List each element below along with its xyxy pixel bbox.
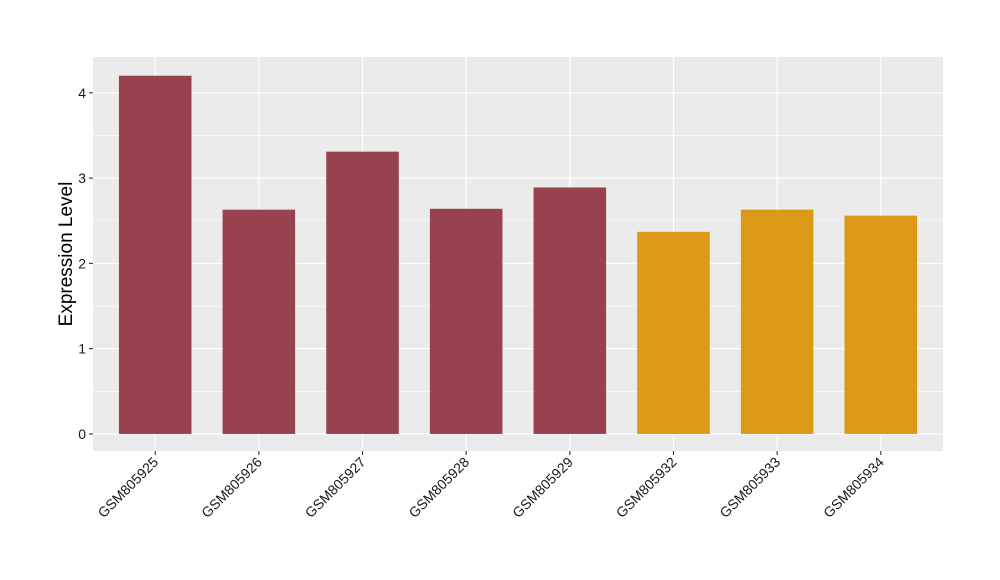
y-tick-label: 1 xyxy=(78,341,86,357)
x-tick-label: GSM805934 xyxy=(820,454,887,521)
bar-GSM805925 xyxy=(118,75,192,434)
x-tick-label: GSM805933 xyxy=(716,454,783,521)
x-axis: GSM805925 GSM805926 GSM805927 GSM805928 GSM8… xyxy=(94,451,887,521)
bar-GSM805926 xyxy=(222,209,296,434)
bar-GSM805933 xyxy=(740,209,814,434)
y-tick-label: 3 xyxy=(78,170,86,186)
y-tick-label: 4 xyxy=(78,85,86,101)
bar-GSM805929 xyxy=(533,187,607,434)
bar-GSM805932 xyxy=(637,231,710,434)
bar-GSM805928 xyxy=(429,208,503,434)
y-axis-title: Expression Level xyxy=(56,182,77,327)
plot-panel xyxy=(93,57,943,451)
y-tick-label: 2 xyxy=(78,255,86,271)
x-tick-label: GSM805928 xyxy=(405,454,472,521)
x-tick-label: GSM805925 xyxy=(94,454,161,521)
x-tick-label: GSM805926 xyxy=(198,454,265,521)
bars xyxy=(118,75,918,434)
x-tick-label: GSM805932 xyxy=(613,454,680,521)
x-tick-label: GSM805929 xyxy=(509,454,576,521)
y-axis: 0 1 2 3 4 xyxy=(78,85,93,442)
bar-GSM805934 xyxy=(844,215,918,434)
x-tick-label: GSM805927 xyxy=(302,454,369,521)
bar-GSM805927 xyxy=(326,151,399,434)
y-tick-label: 0 xyxy=(78,426,86,442)
